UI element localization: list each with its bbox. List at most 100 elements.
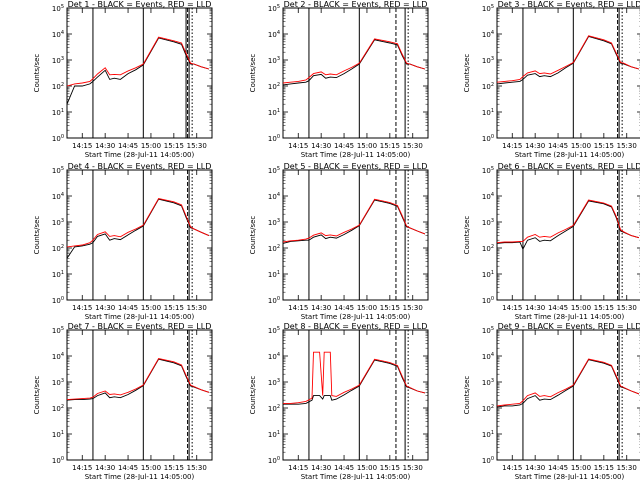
y-tick-label: 102 bbox=[268, 244, 280, 253]
y-tick-label: 102 bbox=[52, 244, 64, 253]
x-tick-label: 15:15 bbox=[594, 464, 614, 472]
y-tick-label: 103 bbox=[482, 218, 494, 227]
plot-frame bbox=[282, 7, 429, 139]
chart-title: Det 8 - BLACK = Events, RED = LLD bbox=[284, 322, 428, 331]
x-tick-label: 15:15 bbox=[164, 142, 184, 150]
x-tick-label: 14:15 bbox=[502, 142, 522, 150]
y-axis-label: Counts/sec bbox=[463, 216, 471, 255]
x-tick-label: 15:00 bbox=[141, 142, 161, 150]
series-line-lld bbox=[282, 38, 426, 84]
x-tick-label: 15:00 bbox=[141, 464, 161, 472]
series-line-lld bbox=[66, 36, 210, 87]
y-tick-label: 105 bbox=[268, 166, 280, 175]
y-tick-label: 104 bbox=[482, 30, 494, 39]
series-line-lld bbox=[496, 199, 640, 244]
y-tick-label: 104 bbox=[482, 192, 494, 201]
plot-frame bbox=[66, 7, 213, 139]
x-tick-label: 14:30 bbox=[311, 304, 331, 312]
x-tick-label: 14:45 bbox=[118, 304, 138, 312]
x-axis-label: Start Time (28-Jul-11 14:05:00) bbox=[515, 151, 625, 159]
y-axis-label: Counts/sec bbox=[249, 376, 257, 415]
y-tick-label: 100 bbox=[268, 296, 280, 305]
x-tick-label: 15:00 bbox=[571, 464, 591, 472]
x-tick-label: 15:00 bbox=[571, 304, 591, 312]
x-tick-label: 14:15 bbox=[288, 304, 308, 312]
y-tick-label: 102 bbox=[268, 404, 280, 413]
chart-panel-3: Det 3 - BLACK = Events, RED = LLD 100 101 1… bbox=[463, 0, 640, 159]
y-tick-label: 105 bbox=[482, 4, 494, 13]
x-tick-label: 14:45 bbox=[548, 464, 568, 472]
x-tick-label: 15:30 bbox=[617, 304, 637, 312]
x-tick-label: 14:30 bbox=[311, 142, 331, 150]
chart-panel-9: Det 9 - BLACK = Events, RED = LLD 100 101 1… bbox=[463, 322, 640, 480]
y-tick-label: 102 bbox=[482, 82, 494, 91]
chart-panel-2: Det 2 - BLACK = Events, RED = LLD 100 101 1… bbox=[249, 0, 429, 159]
y-tick-label: 103 bbox=[52, 218, 64, 227]
chart-panel-4: Det 4 - BLACK = Events, RED = LLD 100 101 1… bbox=[33, 162, 213, 321]
x-tick-label: 14:15 bbox=[288, 142, 308, 150]
chart-panel-8: Det 8 - BLACK = Events, RED = LLD 100 101 1… bbox=[249, 322, 429, 480]
x-tick-label: 14:15 bbox=[502, 464, 522, 472]
y-tick-label: 101 bbox=[268, 430, 280, 439]
plot-frame bbox=[496, 169, 640, 301]
y-tick-label: 100 bbox=[482, 134, 494, 143]
y-tick-label: 104 bbox=[52, 352, 64, 361]
series-line-lld bbox=[496, 35, 640, 83]
y-axis-label: Counts/sec bbox=[463, 54, 471, 93]
x-tick-label: 15:15 bbox=[164, 464, 184, 472]
y-tick-label: 103 bbox=[482, 378, 494, 387]
y-tick-label: 101 bbox=[482, 108, 494, 117]
x-tick-label: 14:15 bbox=[502, 304, 522, 312]
x-tick-label: 14:45 bbox=[334, 464, 354, 472]
x-tick-label: 14:30 bbox=[95, 142, 115, 150]
y-tick-label: 103 bbox=[52, 378, 64, 387]
chart-panel-1: Det 1 - BLACK = Events, RED = LLD 100 101 1… bbox=[33, 0, 213, 159]
y-tick-label: 102 bbox=[482, 404, 494, 413]
chart-title: Det 4 - BLACK = Events, RED = LLD bbox=[68, 162, 212, 171]
x-tick-label: 15:15 bbox=[380, 304, 400, 312]
chart-title: Det 2 - BLACK = Events, RED = LLD bbox=[284, 0, 428, 9]
y-tick-label: 100 bbox=[268, 456, 280, 465]
x-tick-label: 15:15 bbox=[380, 142, 400, 150]
y-tick-label: 104 bbox=[268, 352, 280, 361]
x-tick-label: 14:30 bbox=[95, 464, 115, 472]
y-tick-label: 101 bbox=[482, 430, 494, 439]
x-tick-label: 14:45 bbox=[548, 304, 568, 312]
y-tick-label: 101 bbox=[482, 270, 494, 279]
y-tick-label: 100 bbox=[268, 134, 280, 143]
x-tick-label: 15:00 bbox=[571, 142, 591, 150]
x-tick-label: 15:00 bbox=[357, 304, 377, 312]
y-tick-label: 102 bbox=[268, 82, 280, 91]
x-axis-label: Start Time (28-Jul-11 14:05:00) bbox=[515, 313, 625, 321]
y-tick-label: 103 bbox=[268, 56, 280, 65]
x-axis-label: Start Time (28-Jul-11 14:05:00) bbox=[85, 473, 195, 480]
y-tick-label: 103 bbox=[268, 218, 280, 227]
x-tick-label: 14:45 bbox=[118, 142, 138, 150]
x-axis-label: Start Time (28-Jul-11 14:05:00) bbox=[301, 313, 411, 321]
plot-frame bbox=[496, 329, 640, 461]
x-tick-label: 15:30 bbox=[187, 142, 207, 150]
plot-frame bbox=[282, 329, 429, 461]
y-tick-label: 102 bbox=[52, 82, 64, 91]
y-axis-label: Counts/sec bbox=[249, 216, 257, 255]
x-tick-label: 14:45 bbox=[118, 464, 138, 472]
x-tick-label: 14:30 bbox=[311, 464, 331, 472]
x-tick-label: 14:30 bbox=[95, 304, 115, 312]
series-line-lld bbox=[66, 197, 210, 248]
y-tick-label: 104 bbox=[268, 30, 280, 39]
y-tick-label: 103 bbox=[482, 56, 494, 65]
x-tick-label: 15:00 bbox=[141, 304, 161, 312]
chart-panel-5: Det 5 - BLACK = Events, RED = LLD 100 101 1… bbox=[249, 162, 429, 321]
chart-title: Det 5 - BLACK = Events, RED = LLD bbox=[284, 162, 428, 171]
x-axis-label: Start Time (28-Jul-11 14:05:00) bbox=[515, 473, 625, 480]
x-tick-label: 15:00 bbox=[357, 464, 377, 472]
y-axis-label: Counts/sec bbox=[33, 54, 41, 93]
y-tick-label: 105 bbox=[52, 166, 64, 175]
chart-title: Det 7 - BLACK = Events, RED = LLD bbox=[68, 322, 212, 331]
y-tick-label: 103 bbox=[268, 378, 280, 387]
x-tick-label: 14:15 bbox=[72, 304, 92, 312]
y-tick-label: 101 bbox=[52, 270, 64, 279]
x-tick-label: 15:15 bbox=[380, 464, 400, 472]
y-tick-label: 100 bbox=[52, 134, 64, 143]
